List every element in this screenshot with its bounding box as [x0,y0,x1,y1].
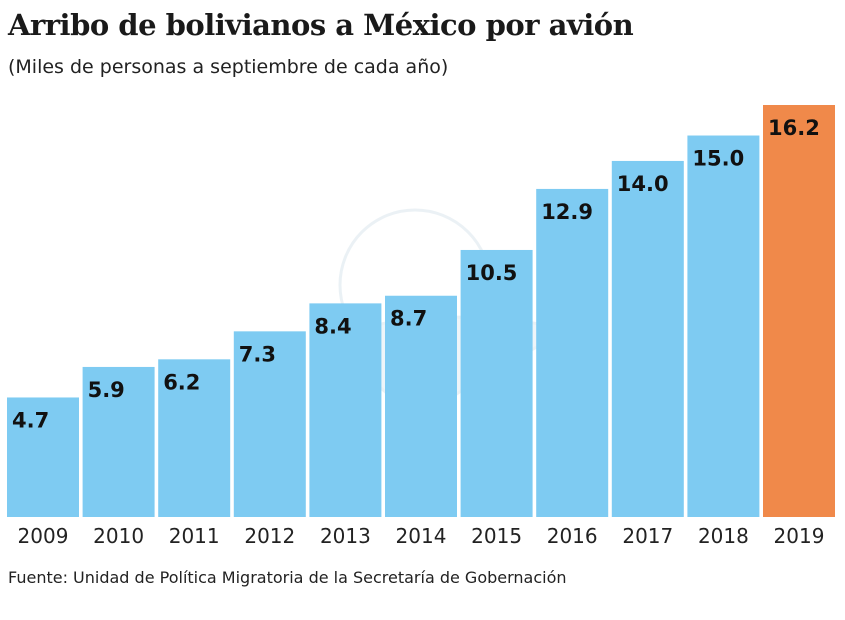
bar-2015 [460,249,533,518]
x-tick-label-2015: 2015 [471,524,522,548]
data-label-2015: 10.5 [466,261,518,285]
data-label-2017: 14.0 [617,172,669,196]
bar-2009 [7,397,79,517]
x-tick-label-2011: 2011 [169,524,220,548]
bar-2018 [687,135,760,517]
x-tick-label-2013: 2013 [320,524,371,548]
x-tick-label-2019: 2019 [774,524,825,548]
x-tick-label-2009: 2009 [18,524,69,548]
bar-2014 [385,295,457,517]
bar-2013 [309,303,382,517]
x-tick-label-2010: 2010 [93,524,144,548]
x-tick-label-2012: 2012 [244,524,295,548]
x-tick-label-2018: 2018 [698,524,749,548]
source-note: Fuente: Unidad de Política Migratoria de… [8,568,567,587]
bar-2017 [611,160,684,517]
bar-2010 [82,366,155,517]
chart-subtitle: (Miles de personas a septiembre de cada … [8,56,449,78]
data-label-2014: 8.7 [390,307,427,331]
bar-2016 [536,188,609,518]
data-label-2019: 16.2 [768,116,820,140]
data-label-2011: 6.2 [163,370,200,394]
data-label-2013: 8.4 [314,314,351,338]
data-label-2010: 5.9 [88,378,125,402]
chart-title: Arribo de bolivianos a México por avión [8,8,634,42]
x-tick-label-2017: 2017 [622,524,673,548]
x-tick-label-2016: 2016 [547,524,598,548]
bar-2012 [233,331,306,517]
bar-2011 [158,359,231,517]
bar-2019 [763,105,835,517]
data-label-2016: 12.9 [541,200,593,224]
bar-chart: 4.7 2009 5.9 2010 6.2 2011 7.3 2012 8.4 2013 8.7 20… [7,105,835,548]
data-label-2012: 7.3 [239,342,276,366]
x-tick-label-2014: 2014 [396,524,447,548]
data-label-2018: 15.0 [692,147,744,171]
data-label-2009: 4.7 [12,408,49,432]
